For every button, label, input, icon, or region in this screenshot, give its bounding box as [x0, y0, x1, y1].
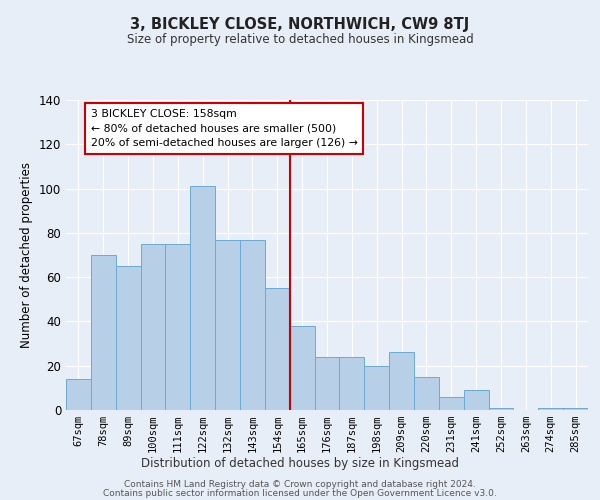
Bar [563, 408, 588, 410]
Text: Size of property relative to detached houses in Kingsmead: Size of property relative to detached ho… [127, 32, 473, 46]
Bar [414, 377, 439, 410]
Text: 3, BICKLEY CLOSE, NORTHWICH, CW9 8TJ: 3, BICKLEY CLOSE, NORTHWICH, CW9 8TJ [130, 18, 470, 32]
Bar [265, 288, 290, 410]
Bar [290, 326, 314, 410]
Bar [166, 244, 190, 410]
Bar [364, 366, 389, 410]
Bar [116, 266, 140, 410]
Bar [66, 379, 91, 410]
Bar [389, 352, 414, 410]
Bar [140, 244, 166, 410]
Bar [314, 357, 340, 410]
Y-axis label: Number of detached properties: Number of detached properties [20, 162, 33, 348]
Text: Contains HM Land Registry data © Crown copyright and database right 2024.: Contains HM Land Registry data © Crown c… [124, 480, 476, 489]
Bar [464, 390, 488, 410]
Bar [215, 240, 240, 410]
Bar [340, 357, 364, 410]
Text: 3 BICKLEY CLOSE: 158sqm
← 80% of detached houses are smaller (500)
20% of semi-d: 3 BICKLEY CLOSE: 158sqm ← 80% of detache… [91, 109, 358, 148]
Bar [488, 408, 514, 410]
Bar [190, 186, 215, 410]
Bar [439, 396, 464, 410]
Bar [240, 240, 265, 410]
Bar [91, 255, 116, 410]
Text: Contains public sector information licensed under the Open Government Licence v3: Contains public sector information licen… [103, 488, 497, 498]
Text: Distribution of detached houses by size in Kingsmead: Distribution of detached houses by size … [141, 458, 459, 470]
Bar [538, 408, 563, 410]
